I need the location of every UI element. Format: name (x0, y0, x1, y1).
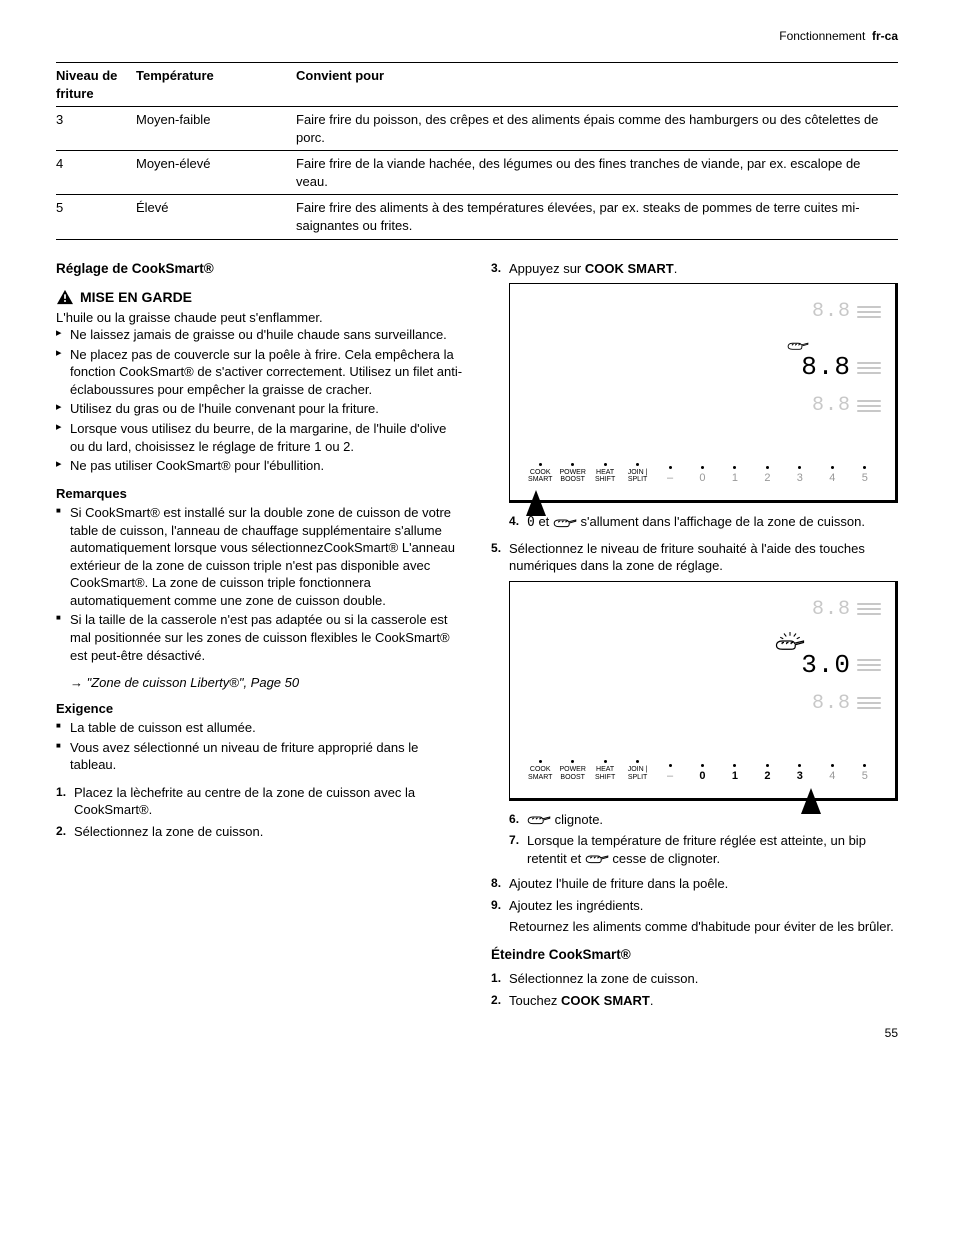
table-cell: Faire frire de la viande hachée, des lég… (296, 151, 898, 195)
fig2-disp-main: 3.0 (801, 648, 851, 683)
notes-heading: Remarques (56, 485, 463, 503)
control-number: 3 (784, 764, 816, 782)
step-4: Sélectionnez le niveau de friture souhai… (491, 540, 898, 868)
table-cell: Élevé (136, 195, 296, 239)
table-row: 4Moyen-élevéFaire frire de la viande hac… (56, 151, 898, 195)
list-item: Ne laissez jamais de graisse ou d'huile … (56, 326, 463, 344)
cooksmart-settings-title: Réglage de CookSmart® (56, 260, 463, 278)
step4-check2: Lorsque la température de friture réglée… (509, 832, 898, 867)
list-item: Ne placez pas de couvercle sur la poêle … (56, 346, 463, 399)
step-6: Ajoutez les ingrédients. Retournez les a… (491, 897, 898, 936)
control-number: 5 (849, 764, 881, 782)
header-lang: fr-ca (872, 29, 898, 43)
list-item: Si la taille de la casserole n'est pas a… (56, 611, 463, 664)
requirement-heading: Exigence (56, 700, 463, 718)
warning-icon (56, 289, 74, 305)
th-for: Convient pour (296, 63, 898, 107)
fig2-disp-dim-bot: 8.8 (812, 690, 851, 717)
list-item: Lorsque vous utilisez du beurre, de la m… (56, 420, 463, 455)
step6-note: Retournez les aliments comme d'habitude … (509, 918, 898, 936)
control-number: 4 (816, 466, 848, 484)
control-number: 3 (784, 466, 816, 484)
control-label: COOK SMART (524, 760, 556, 781)
off-step-1: Sélectionnez la zone de cuisson. (491, 970, 898, 988)
table-row: 5ÉlevéFaire frire des aliments à des tem… (56, 195, 898, 239)
step3-bold: COOK SMART (585, 261, 674, 276)
warning-intro: L'huile ou la graisse chaude peut s'enfl… (56, 309, 463, 327)
list-item: Ne pas utiliser CookSmart® pour l'ébulli… (56, 457, 463, 475)
control-number: 1 (719, 764, 751, 782)
turn-off-steps: Sélectionnez la zone de cuisson. Touchez… (491, 970, 898, 1009)
control-number: 5 (849, 466, 881, 484)
step-3: Appuyez sur COOK SMART. 8.8 8.8 (491, 260, 898, 532)
step4-check1: clignote. (509, 811, 898, 829)
table-row: 3Moyen-faibleFaire frire du poisson, des… (56, 107, 898, 151)
control-number: 2 (751, 764, 783, 782)
control-number: 0 (686, 466, 718, 484)
step3-result: 0 et s'allument dans l'affichage de la z… (509, 513, 898, 532)
control-number: 4 (816, 764, 848, 782)
list-item: La table de cuisson est allumée. (56, 719, 463, 737)
step3-check: 0 et s'allument dans l'affichage de la z… (509, 513, 898, 532)
figure-2: 8.8 3.0 8.8 (509, 581, 898, 801)
table-cell: Moyen-élevé (136, 151, 296, 195)
step3-pre: Appuyez sur (509, 261, 585, 276)
control-dash: – (654, 764, 686, 782)
page-header: Fonctionnement fr-ca (56, 28, 898, 44)
control-number: 0 (686, 764, 718, 782)
control-label: HEAT SHIFT (589, 463, 621, 484)
fig1-disp-dim-bot: 8.8 (812, 392, 851, 419)
fig1-disp-main: 8.8 (801, 350, 851, 385)
warning-title: MISE EN GARDE (80, 288, 192, 307)
control-number: 1 (719, 466, 751, 484)
procedure-steps: Appuyez sur COOK SMART. 8.8 8.8 (491, 260, 898, 936)
header-section: Fonctionnement (779, 29, 865, 43)
page-number: 55 (885, 1025, 898, 1041)
control-dash: – (654, 466, 686, 484)
pan-icon (553, 517, 577, 529)
fig1-disp-dim-top: 8.8 (812, 298, 851, 325)
pan-icon (585, 853, 609, 865)
step4-result: clignote. Lorsque la température de frit… (509, 811, 898, 868)
step3-post: . (674, 261, 678, 276)
table-cell: 5 (56, 195, 136, 239)
table-cell: Faire frire du poisson, des crêpes et de… (296, 107, 898, 151)
th-temp: Température (136, 63, 296, 107)
requirement-list: La table de cuisson est allumée. Vous ave… (56, 719, 463, 774)
list-item: Si CookSmart® est installé sur la double… (56, 504, 463, 609)
figure-1: 8.8 8.8 8.8 (509, 283, 898, 503)
list-item: Vous avez sélectionné un niveau de fritu… (56, 739, 463, 774)
turn-off-heading: Éteindre CookSmart® (491, 946, 898, 964)
list-item: Utilisez du gras ou de l'huile convenant… (56, 400, 463, 418)
notes-reference: "Zone de cuisson Liberty®", Page 50 (56, 674, 463, 692)
warning-heading: MISE EN GARDE (56, 288, 463, 307)
setup-steps: Placez la lèchefrite au centre de la zon… (56, 784, 463, 841)
control-label: POWER BOOST (556, 760, 588, 781)
step-5: Ajoutez l'huile de friture dans la poêle… (491, 875, 898, 893)
list-item: Sélectionnez la zone de cuisson. (56, 823, 463, 841)
table-cell: 3 (56, 107, 136, 151)
frying-level-table: Niveau de friture Température Convient p… (56, 62, 898, 239)
control-label: HEAT SHIFT (589, 760, 621, 781)
table-cell: 4 (56, 151, 136, 195)
left-column: Réglage de CookSmart® MISE EN GARDE L'hu… (56, 260, 463, 1020)
control-number: 2 (751, 466, 783, 484)
notes-list: Si CookSmart® est installé sur la double… (56, 504, 463, 664)
control-label: JOIN | SPLIT (621, 463, 653, 484)
off-step-2: Touchez COOK SMART. (491, 992, 898, 1010)
control-label: COOK SMART (524, 463, 556, 484)
fig2-disp-dim-top: 8.8 (812, 596, 851, 623)
list-item: Placez la lèchefrite au centre de la zon… (56, 784, 463, 819)
pan-icon (527, 814, 551, 826)
th-level: Niveau de friture (56, 63, 136, 107)
control-label: JOIN | SPLIT (621, 760, 653, 781)
table-cell: Moyen-faible (136, 107, 296, 151)
right-column: Appuyez sur COOK SMART. 8.8 8.8 (491, 260, 898, 1020)
warning-list: Ne laissez jamais de graisse ou d'huile … (56, 326, 463, 474)
table-cell: Faire frire des aliments à des températu… (296, 195, 898, 239)
control-label: POWER BOOST (556, 463, 588, 484)
